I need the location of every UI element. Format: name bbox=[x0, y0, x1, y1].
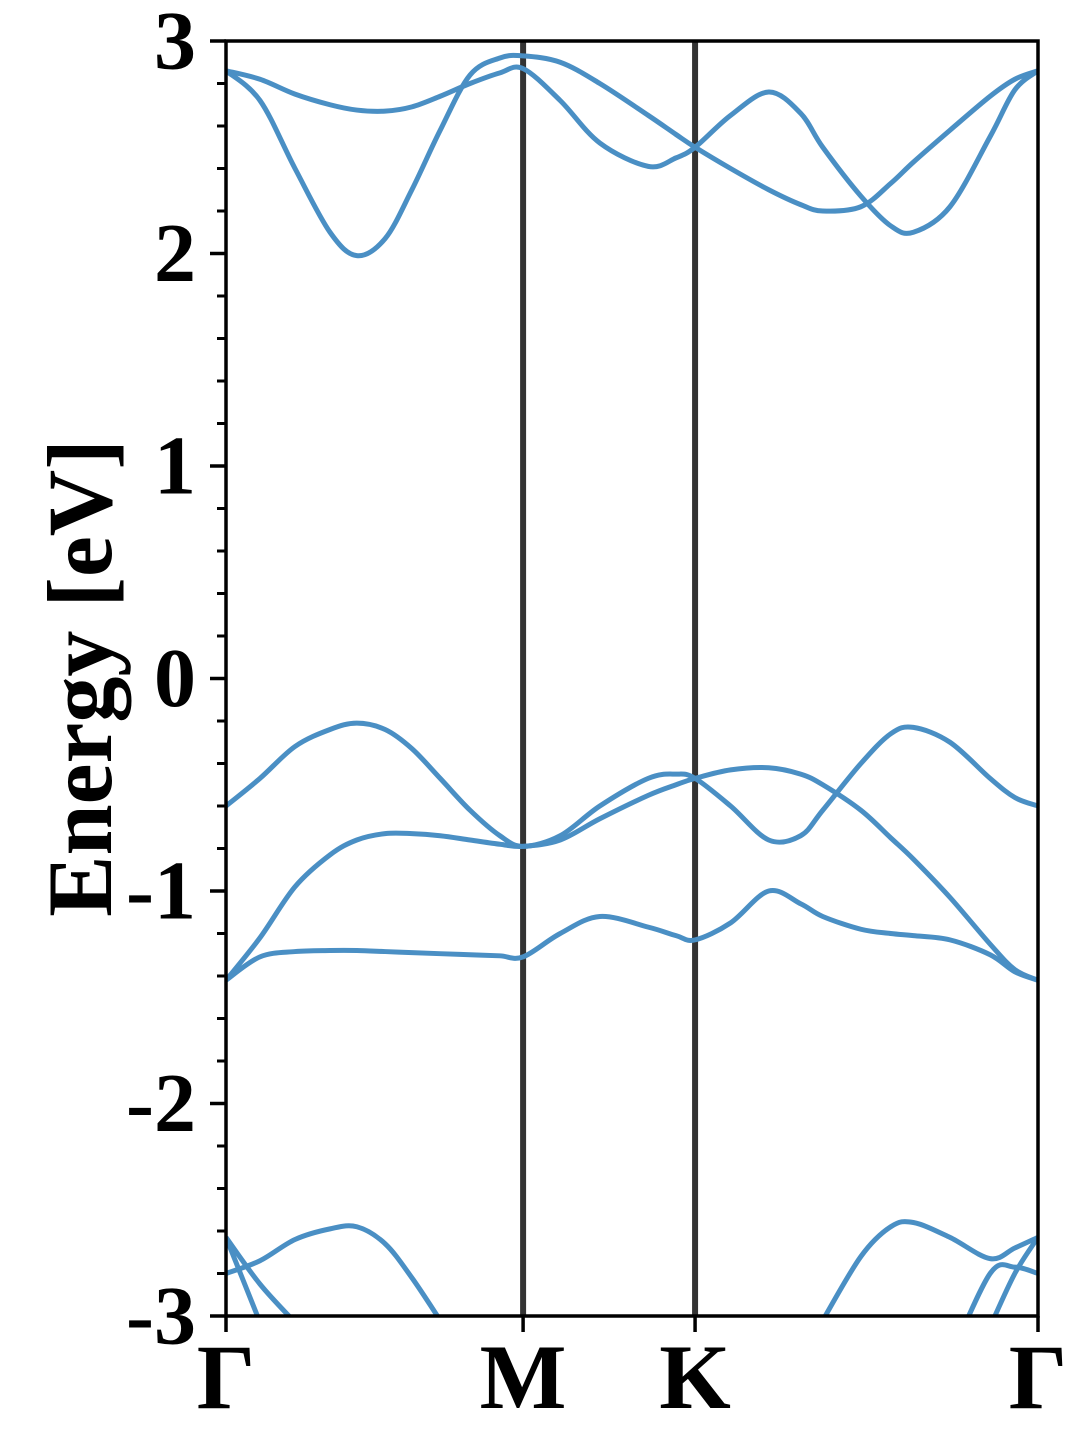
plot-area bbox=[226, 41, 1038, 1316]
band-line bbox=[226, 1236, 1038, 1316]
band-line bbox=[226, 1219, 1038, 1316]
x-tick-label: K bbox=[659, 1326, 731, 1428]
band-line bbox=[226, 720, 1038, 849]
y-axis-label: Energy [eV] bbox=[29, 439, 131, 917]
y-tick-label: -2 bbox=[126, 1057, 196, 1150]
band-line bbox=[226, 64, 1038, 236]
y-tick-label: 0 bbox=[154, 632, 196, 725]
y-tick-label: -1 bbox=[126, 845, 196, 938]
band-line bbox=[226, 765, 1038, 983]
y-tick-label: 3 bbox=[154, 0, 196, 88]
x-tick-label: Γ bbox=[197, 1326, 256, 1428]
y-tick-label: 1 bbox=[154, 420, 196, 513]
band-line bbox=[226, 887, 1038, 983]
y-tick-label: 2 bbox=[154, 207, 196, 300]
x-tick-label: M bbox=[480, 1326, 567, 1428]
y-tick-label: -3 bbox=[126, 1270, 196, 1363]
x-tick-label: Γ bbox=[1009, 1326, 1068, 1428]
band-line bbox=[226, 1235, 1038, 1316]
band-line bbox=[226, 52, 1038, 259]
